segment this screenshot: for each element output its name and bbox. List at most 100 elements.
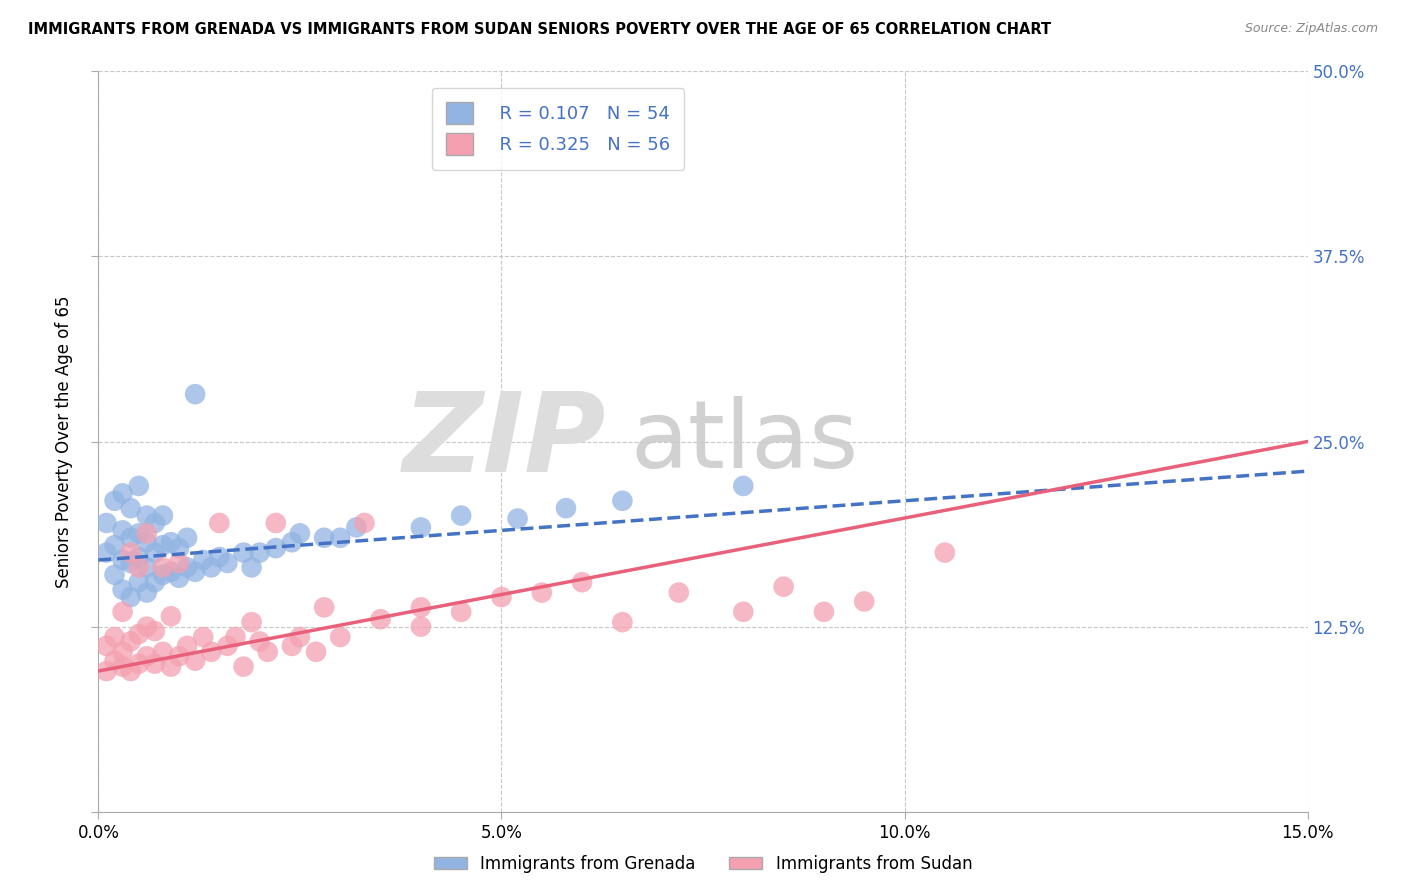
Point — [160, 565, 183, 579]
Point — [135, 619, 157, 633]
Text: Source: ZipAtlas.com: Source: ZipAtlas.com — [1244, 22, 1378, 36]
Point — [128, 560, 150, 574]
Point — [217, 639, 239, 653]
Point — [143, 657, 166, 671]
Point — [128, 627, 150, 641]
Point — [96, 639, 118, 653]
Point — [167, 571, 190, 585]
Point — [450, 508, 472, 523]
Point — [733, 605, 755, 619]
Legend: Immigrants from Grenada, Immigrants from Sudan: Immigrants from Grenada, Immigrants from… — [427, 848, 979, 880]
Point — [135, 526, 157, 541]
Point — [409, 619, 432, 633]
Point — [120, 634, 142, 648]
Point — [111, 582, 134, 597]
Point — [668, 585, 690, 599]
Point — [143, 575, 166, 590]
Point — [353, 516, 375, 530]
Point — [853, 594, 876, 608]
Point — [111, 645, 134, 659]
Point — [264, 516, 287, 530]
Point — [167, 649, 190, 664]
Text: atlas: atlas — [630, 395, 859, 488]
Y-axis label: Seniors Poverty Over the Age of 65: Seniors Poverty Over the Age of 65 — [55, 295, 73, 588]
Legend:   R = 0.107   N = 54,   R = 0.325   N = 56: R = 0.107 N = 54, R = 0.325 N = 56 — [432, 87, 685, 169]
Point — [111, 605, 134, 619]
Point — [120, 531, 142, 545]
Point — [135, 508, 157, 523]
Point — [103, 538, 125, 552]
Point — [160, 609, 183, 624]
Point — [96, 664, 118, 678]
Point — [249, 634, 271, 648]
Point — [934, 546, 956, 560]
Point — [120, 546, 142, 560]
Point — [128, 549, 150, 564]
Point — [256, 645, 278, 659]
Point — [160, 659, 183, 673]
Point — [506, 511, 529, 525]
Point — [103, 493, 125, 508]
Point — [571, 575, 593, 590]
Point — [111, 659, 134, 673]
Point — [281, 535, 304, 549]
Point — [370, 612, 392, 626]
Point — [772, 580, 794, 594]
Point — [152, 567, 174, 582]
Point — [208, 516, 231, 530]
Point — [813, 605, 835, 619]
Point — [530, 585, 553, 599]
Text: IMMIGRANTS FROM GRENADA VS IMMIGRANTS FROM SUDAN SENIORS POVERTY OVER THE AGE OF: IMMIGRANTS FROM GRENADA VS IMMIGRANTS FR… — [28, 22, 1052, 37]
Point — [128, 657, 150, 671]
Point — [193, 630, 215, 644]
Point — [200, 645, 222, 659]
Point — [103, 567, 125, 582]
Point — [184, 565, 207, 579]
Point — [409, 520, 432, 534]
Point — [193, 553, 215, 567]
Point — [96, 516, 118, 530]
Point — [217, 556, 239, 570]
Point — [281, 639, 304, 653]
Point — [208, 549, 231, 564]
Point — [184, 654, 207, 668]
Point — [409, 600, 432, 615]
Point — [612, 615, 634, 630]
Point — [96, 546, 118, 560]
Point — [612, 493, 634, 508]
Point — [160, 535, 183, 549]
Point — [240, 560, 263, 574]
Point — [128, 479, 150, 493]
Point — [135, 535, 157, 549]
Point — [103, 654, 125, 668]
Point — [232, 546, 254, 560]
Point — [491, 590, 513, 604]
Point — [152, 645, 174, 659]
Point — [305, 645, 328, 659]
Point — [288, 526, 311, 541]
Point — [111, 524, 134, 538]
Point — [329, 531, 352, 545]
Point — [167, 556, 190, 570]
Point — [288, 630, 311, 644]
Point — [128, 575, 150, 590]
Point — [143, 516, 166, 530]
Point — [135, 585, 157, 599]
Point — [120, 556, 142, 570]
Point — [120, 590, 142, 604]
Point — [103, 630, 125, 644]
Point — [152, 508, 174, 523]
Point — [111, 553, 134, 567]
Point — [240, 615, 263, 630]
Point — [314, 531, 336, 545]
Point — [264, 541, 287, 556]
Point — [152, 538, 174, 552]
Point — [111, 486, 134, 500]
Text: ZIP: ZIP — [402, 388, 606, 495]
Point — [135, 560, 157, 574]
Point — [344, 520, 367, 534]
Point — [555, 501, 578, 516]
Point — [143, 624, 166, 638]
Point — [143, 546, 166, 560]
Point — [733, 479, 755, 493]
